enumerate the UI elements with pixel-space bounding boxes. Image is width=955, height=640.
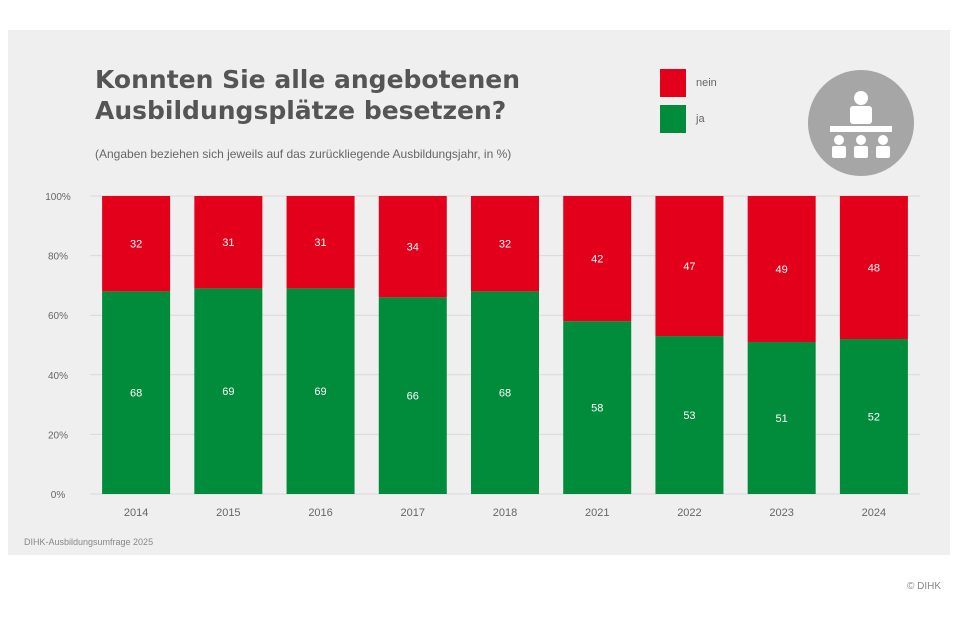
bar-segment-ja [378, 297, 447, 494]
bar-segment-ja [655, 336, 724, 494]
bar-segment-nein [747, 196, 816, 343]
data-label: 32 [130, 239, 142, 251]
data-label: 68 [130, 388, 142, 400]
legend-swatch-nein [660, 69, 686, 97]
y-tick-label: 100% [45, 192, 71, 203]
chart-title: Konnten Sie alle angebotenen Ausbildungs… [95, 64, 615, 126]
x-tick-label: 2014 [124, 507, 148, 519]
data-label: 51 [776, 413, 788, 425]
x-tick-label: 2023 [769, 507, 793, 519]
bar-segment-ja [194, 288, 263, 494]
x-tick-label: 2015 [216, 507, 240, 519]
legend-label-nein: nein [696, 77, 717, 89]
data-label: 68 [499, 388, 511, 400]
bar-segment-nein [286, 196, 355, 289]
chart-title-line2: Ausbildungsplätze besetzen? [95, 96, 507, 125]
data-label: 66 [407, 391, 419, 403]
x-tick-label: 2024 [862, 507, 886, 519]
chart-subtitle: (Angaben beziehen sich jeweils auf das z… [95, 147, 512, 161]
data-label: 48 [868, 263, 880, 275]
legend: nein ja [660, 68, 717, 140]
y-tick-label: 60% [48, 311, 68, 322]
x-tick-label: 2021 [585, 507, 609, 519]
legend-swatch-ja [660, 105, 686, 133]
bar-segment-ja [563, 321, 632, 494]
data-label: 47 [683, 261, 695, 273]
data-label: 49 [776, 264, 788, 276]
training-classroom-icon [808, 70, 914, 176]
data-label: 32 [499, 239, 511, 251]
data-label: 42 [591, 254, 603, 266]
data-label: 31 [314, 237, 326, 249]
data-label: 52 [868, 412, 880, 424]
x-tick-label: 2016 [308, 507, 332, 519]
legend-item-ja: ja [660, 104, 717, 134]
chart-title-line1: Konnten Sie alle angebotenen [95, 65, 521, 94]
y-tick-label: 0% [51, 490, 66, 501]
bar-segment-nein [655, 196, 724, 337]
data-label: 58 [591, 403, 603, 415]
x-tick-label: 2017 [401, 507, 425, 519]
legend-label-ja: ja [696, 113, 705, 125]
copyright-note: © DIHK [906, 581, 941, 592]
y-tick-label: 20% [48, 430, 68, 441]
data-label: 31 [222, 237, 234, 249]
bar-segment-nein [194, 196, 263, 289]
legend-item-nein: nein [660, 68, 717, 98]
bar-segment-ja [102, 291, 171, 494]
data-label: 69 [314, 386, 326, 398]
data-label: 69 [222, 386, 234, 398]
bar-segment-ja [839, 339, 908, 494]
y-tick-label: 80% [48, 252, 68, 263]
y-tick-label: 40% [48, 371, 68, 382]
data-label: 34 [407, 242, 419, 254]
bar-segment-nein [378, 196, 447, 298]
x-tick-label: 2018 [493, 507, 517, 519]
source-note: DIHK-Ausbildungsumfrage 2025 [24, 537, 154, 547]
bar-segment-nein [471, 196, 539, 292]
x-tick-label: 2022 [677, 507, 701, 519]
bar-segment-ja [471, 291, 539, 494]
bar-segment-nein [102, 196, 171, 292]
bar-segment-nein [563, 196, 632, 322]
bar-segment-nein [839, 196, 908, 340]
bar-segment-ja [747, 342, 816, 494]
data-label: 53 [683, 410, 695, 422]
bar-segment-ja [286, 288, 355, 494]
